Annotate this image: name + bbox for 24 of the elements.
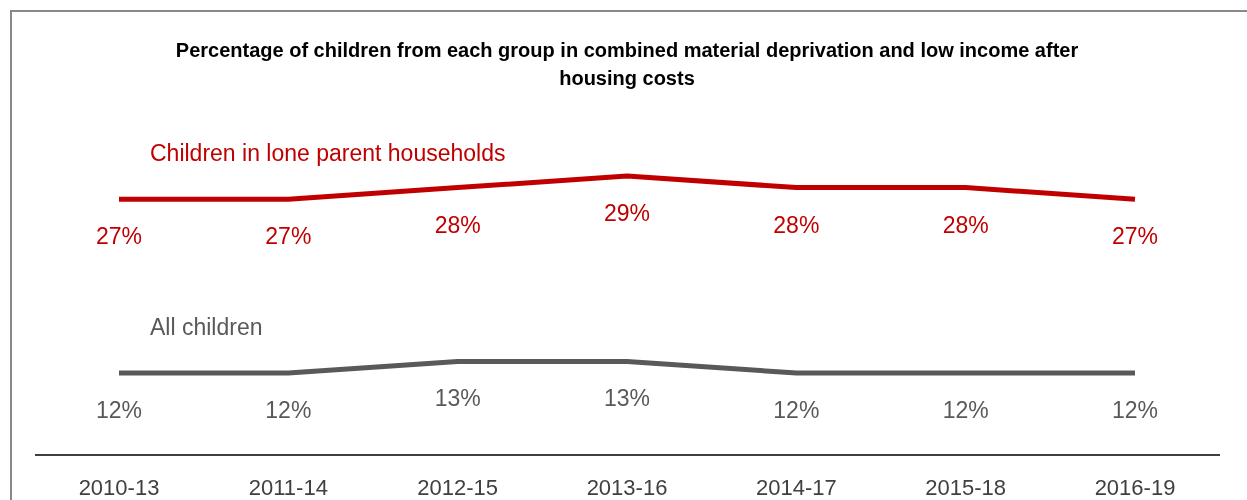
data-label: 12%: [773, 397, 820, 423]
data-label: 12%: [265, 397, 312, 423]
x-tick-label: 2011-14: [248, 475, 328, 500]
data-label: 12%: [1111, 397, 1159, 423]
data-label: 29%: [603, 200, 651, 226]
data-label: 28%: [434, 211, 481, 238]
data-label: 28%: [773, 211, 820, 238]
data-label: 28%: [942, 211, 989, 238]
data-label: 12%: [942, 397, 989, 423]
x-tick-label: 2014-17: [755, 475, 837, 500]
x-tick-label: 2015-18: [925, 475, 1007, 500]
x-tick-label: 2013-16: [586, 475, 668, 500]
data-label: 27%: [265, 223, 312, 250]
x-tick-label: 2010-13: [78, 475, 160, 500]
data-label: 27%: [95, 223, 143, 250]
chart-title: Percentage of children from each group in combined material deprivation and low income after housing costs: [175, 39, 1079, 89]
series-label: Children in lone parent households: [150, 140, 506, 167]
data-label: 13%: [603, 385, 651, 412]
x-tick-label: 2016-19: [1094, 475, 1176, 500]
series-label: All children: [150, 314, 263, 340]
x-tick-label: 2012-15: [417, 475, 499, 500]
data-label: 27%: [1111, 223, 1159, 250]
data-label: 12%: [95, 397, 143, 423]
data-label: 13%: [434, 385, 481, 412]
